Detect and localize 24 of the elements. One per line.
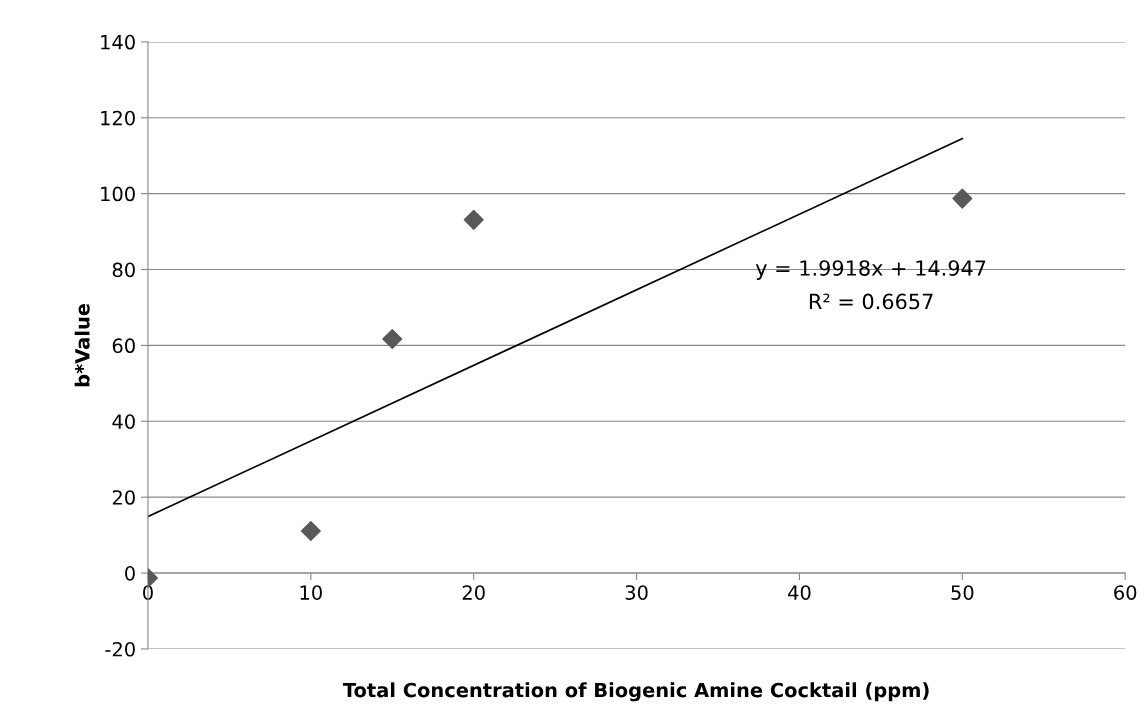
y-tick-label: 60: [112, 338, 135, 354]
y-tick-label: 80: [112, 262, 135, 278]
x-axis-title: Total Concentration of Biogenic Amine Cocktail (ppm): [342, 682, 929, 702]
y-tick-label: 20: [112, 490, 135, 505]
y-tick-label: 120: [101, 110, 135, 126]
y-tick-label: -20: [105, 641, 135, 657]
annotation: y = 1.9918x + 14.947: [755, 260, 986, 280]
annotation: R² = 0.6657: [809, 293, 933, 310]
point: [463, 209, 484, 230]
point: [952, 188, 973, 209]
point: [300, 520, 321, 541]
y-axis-title: b*Value: [74, 303, 90, 387]
x-tick-label: 30: [625, 585, 648, 600]
point: [382, 328, 403, 349]
y-tick-label: 140: [101, 34, 135, 50]
x-tick-label: 10: [300, 585, 322, 600]
y-tick-label: 100: [101, 186, 135, 202]
x-tick-label: 20: [462, 585, 485, 600]
y-tick-label: 0: [125, 566, 135, 581]
x-tick-label: 40: [788, 585, 811, 600]
x-tick-label: 60: [1114, 585, 1137, 600]
x-tick-label: 50: [951, 585, 974, 600]
y-tick-label: 40: [112, 414, 135, 429]
x-tick-label: 0: [143, 585, 153, 600]
